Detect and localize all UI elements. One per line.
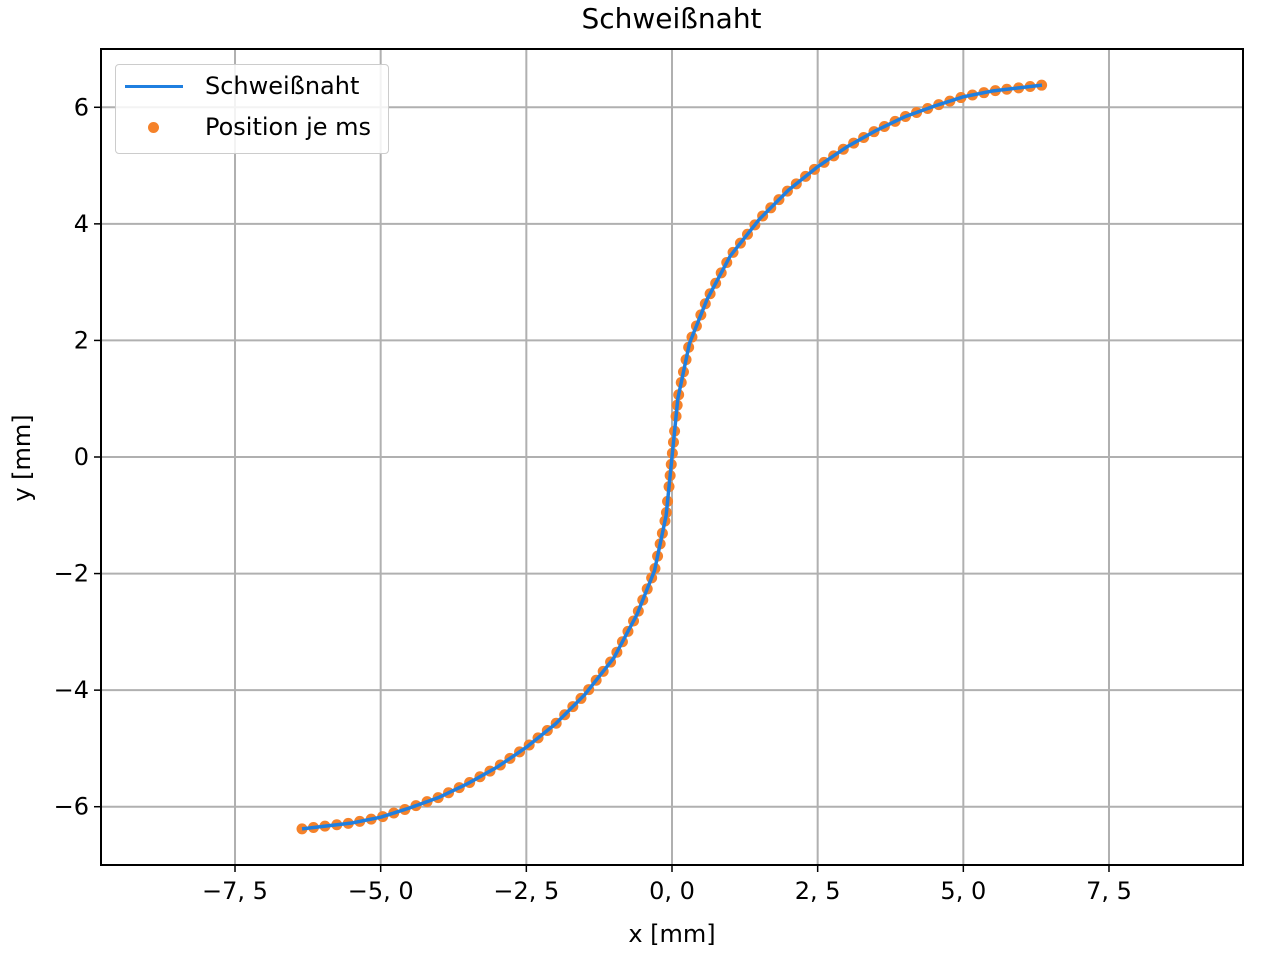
y-tick-label: 2 bbox=[74, 326, 89, 354]
legend-label-line: Schweißnaht bbox=[205, 72, 360, 100]
y-axis-label: y [mm] bbox=[8, 414, 36, 502]
x-tick-label: 5, 0 bbox=[940, 877, 986, 905]
x-tick-label: 0, 0 bbox=[649, 877, 695, 905]
y-tick-label: −2 bbox=[54, 560, 89, 588]
x-tick-label: 2, 5 bbox=[795, 877, 841, 905]
legend-dot-swatch bbox=[148, 122, 159, 133]
y-tick-label: −4 bbox=[54, 676, 89, 704]
x-tick-label: −2, 5 bbox=[493, 877, 559, 905]
chart-title: Schweißnaht bbox=[581, 2, 762, 35]
x-axis-label: x [mm] bbox=[628, 920, 716, 948]
x-tick-label: 7, 5 bbox=[1086, 877, 1132, 905]
grid-lines bbox=[101, 49, 1243, 865]
legend: Schweißnaht Position je ms bbox=[115, 64, 389, 154]
x-tick-label: −5, 0 bbox=[348, 877, 414, 905]
y-tick-label: 4 bbox=[74, 210, 89, 238]
legend-entry-line: Schweißnaht bbox=[116, 71, 388, 101]
legend-line-swatch bbox=[125, 85, 183, 88]
axis-ticks: −7, 5 −5, 0 −2, 5 0, 0 2, 5 5, 0 7, 5 −6 −4 −2 0 2 4… bbox=[54, 93, 1132, 905]
scatter-point bbox=[296, 823, 308, 835]
series-layer bbox=[296, 79, 1048, 835]
y-tick-label: −6 bbox=[54, 793, 89, 821]
legend-entry-scatter: Position je ms bbox=[116, 112, 388, 142]
y-tick-label: 6 bbox=[74, 93, 89, 121]
x-tick-label: −7, 5 bbox=[202, 877, 268, 905]
y-tick-label: 0 bbox=[74, 443, 89, 471]
series-line-schweissnaht bbox=[300, 83, 1044, 831]
legend-label-scatter: Position je ms bbox=[205, 113, 372, 141]
